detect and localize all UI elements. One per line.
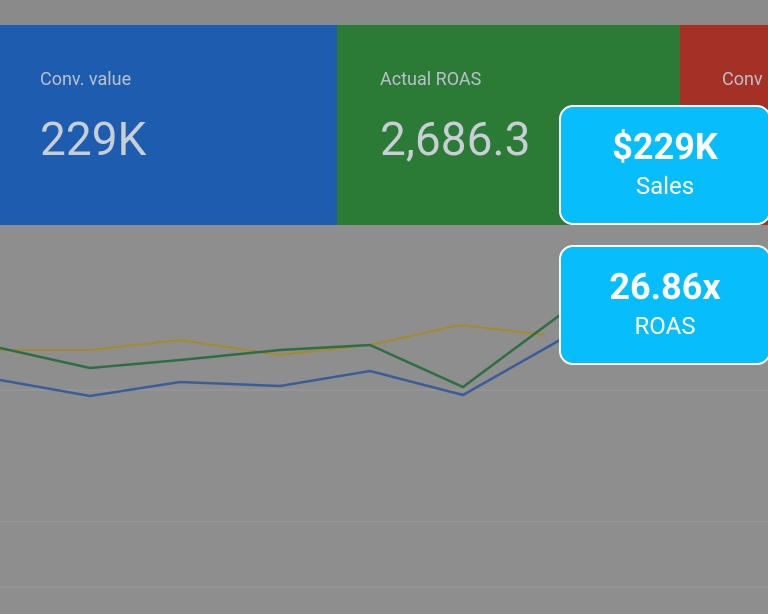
callout-label: Sales bbox=[635, 172, 695, 200]
tile-label: Actual ROAS bbox=[380, 69, 482, 90]
trend-chart bbox=[0, 313, 768, 588]
callout: $229K Sales bbox=[559, 105, 768, 225]
green-line bbox=[0, 313, 561, 389]
blue-line bbox=[0, 338, 561, 398]
tile-label: Conv. value bbox=[40, 69, 132, 90]
metric-tile[interactable]: Conv. value 229K bbox=[0, 25, 337, 225]
tile-value: 2,686.3 bbox=[380, 113, 531, 167]
callout-label: ROAS bbox=[634, 312, 696, 340]
tile-label: Conv bbox=[722, 69, 763, 90]
top-bar bbox=[0, 0, 768, 25]
tile-value: 229K bbox=[40, 113, 147, 167]
callout: 26.86x ROAS bbox=[559, 245, 768, 365]
yellow-line bbox=[0, 323, 546, 357]
callout-value: $229K bbox=[612, 126, 718, 168]
callout-value: 26.86x bbox=[609, 266, 721, 308]
